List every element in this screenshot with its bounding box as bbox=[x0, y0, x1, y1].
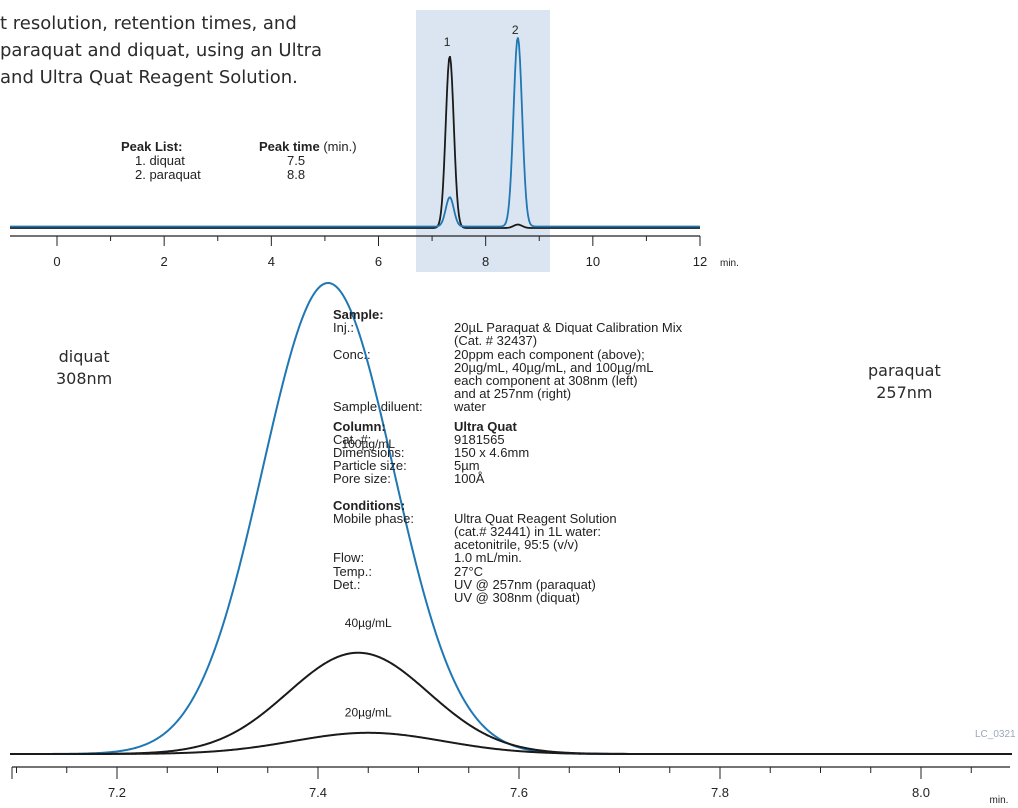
peak-annotations: 100µg/mL40µg/mL20µg/mL100µg/mL40µg/mL20µ… bbox=[341, 437, 395, 719]
peak-time-list: Peak time (min.) 7.5 8.8 bbox=[259, 140, 357, 182]
dimensions-value: 150 x 4.6mm bbox=[454, 445, 530, 461]
top-trace-line bbox=[10, 55, 700, 229]
top-axis-tick-label: 6 bbox=[375, 254, 382, 269]
bottom-axis-tick-label: 7.2 bbox=[108, 785, 126, 800]
inj-label: Inj.: bbox=[333, 320, 354, 336]
diquat-label-name: diquat bbox=[58, 347, 110, 366]
paraquat-label-wavelength: 257nm bbox=[876, 383, 933, 402]
paraquat-label-name: paraquat bbox=[868, 361, 941, 380]
cat-label: Cat. #: bbox=[333, 431, 372, 447]
concentration-label: 20µg/mL bbox=[345, 705, 392, 719]
intro-line: t resolution, retention times, and bbox=[0, 13, 297, 34]
conc-value: 20ppm each component (above); bbox=[454, 346, 645, 362]
inj-value: (Cat. # 32437) bbox=[454, 333, 538, 349]
conc-label: Conc.: bbox=[333, 346, 371, 362]
diquat-label-wavelength: 308nm bbox=[56, 369, 113, 388]
peak-list-item: 1. diquat bbox=[135, 153, 185, 168]
bottom-axis-unit: min. bbox=[990, 795, 1009, 806]
highlight-region bbox=[416, 10, 550, 272]
flow-label: Flow: bbox=[333, 550, 365, 566]
mobile-phase-label: Mobile phase: bbox=[333, 510, 414, 526]
conc-value: 20µg/mL, 40µg/mL, and 100µg/mL bbox=[454, 359, 654, 375]
bottom-axis-tick-label: 8.0 bbox=[912, 785, 930, 800]
peak-time-header: Peak time bbox=[259, 139, 320, 154]
conditions-header: Conditions: bbox=[333, 497, 406, 513]
diluent-value: water bbox=[454, 399, 486, 415]
det-value: UV @ 308nm (diquat) bbox=[454, 590, 580, 606]
particle-size-value: 5µm bbox=[454, 458, 480, 474]
peak-list-item: 2. paraquat bbox=[135, 167, 201, 182]
top-chromatogram: 12 bbox=[10, 23, 700, 229]
top-axis-tick-label: 12 bbox=[693, 254, 707, 269]
conc-value: and at 257nm (right) bbox=[454, 386, 572, 402]
bottom-axis-tick-label: 7.4 bbox=[309, 785, 327, 800]
bottom-trace-line bbox=[10, 651, 1012, 755]
paraquat-label: paraquat 257nm bbox=[868, 360, 941, 404]
top-axis-tick-label: 10 bbox=[586, 254, 600, 269]
det-label: Det.: bbox=[333, 576, 361, 592]
concentration-label: 40µg/mL bbox=[345, 616, 392, 630]
intro-line: paraquat and diquat, using an Ultra bbox=[0, 40, 323, 61]
flow-value: 1.0 mL/min. bbox=[454, 550, 522, 566]
mobile-phase-value: (cat.# 32441) in 1L water: bbox=[454, 524, 601, 540]
conc-value: each component at 308nm (left) bbox=[454, 373, 638, 389]
top-axis-tick-label: 8 bbox=[482, 254, 489, 269]
peak-number-label: 1 bbox=[444, 35, 451, 49]
peak-time-value: 7.5 bbox=[287, 153, 306, 168]
bottom-axis-tick-label: 7.8 bbox=[711, 785, 729, 800]
top-x-axis: 0 2 4 6 8 10 12 min. bbox=[10, 235, 739, 269]
particle-size-label: Particle size: bbox=[333, 458, 407, 474]
top-axis-tick-label: 2 bbox=[161, 254, 168, 269]
sample-header: Sample: bbox=[333, 307, 384, 322]
peak-number-label: 2 bbox=[512, 23, 519, 37]
diluent-label: Sample diluent: bbox=[333, 399, 423, 415]
top-axis-tick-label: 4 bbox=[268, 254, 275, 269]
peak-list-header: Peak List: bbox=[121, 139, 183, 154]
peak-time-unit: (min.) bbox=[323, 139, 357, 154]
bottom-chromatogram bbox=[10, 281, 1012, 755]
column-value: Ultra Quat bbox=[454, 418, 517, 434]
intro-line: and Ultra Quat Reagent Solution. bbox=[0, 67, 298, 88]
temp-value: 27°C bbox=[454, 563, 484, 579]
pore-size-label: Pore size: bbox=[333, 471, 391, 487]
cat-value: 9181565 bbox=[454, 431, 505, 447]
bottom-trace-line bbox=[10, 731, 1012, 755]
sample-conditions-labels: Sample: Inj.: Conc.: Sample diluent: Col… bbox=[333, 308, 423, 591]
bottom-axis-tick-label: 7.6 bbox=[510, 785, 528, 800]
column-header: Column: bbox=[333, 418, 386, 434]
peak-time-value: 8.8 bbox=[287, 167, 306, 182]
pore-size-value: 100Å bbox=[454, 471, 485, 487]
top-trace-line bbox=[10, 37, 700, 228]
det-value: UV @ 257nm (paraquat) bbox=[454, 576, 596, 592]
concentration-label: 100µg/mL bbox=[341, 437, 395, 451]
sample-conditions-values: 20µL Paraquat & Diquat Calibration Mix (… bbox=[454, 308, 682, 604]
figure-code: LC_0321 bbox=[975, 729, 1016, 740]
dimensions-label: Dimensions: bbox=[333, 445, 405, 461]
intro-text: t resolution, retention times, and paraq… bbox=[0, 10, 322, 91]
top-axis-unit: min. bbox=[720, 258, 739, 269]
peak-list: Peak List: 1. diquat 2. paraquat bbox=[121, 140, 201, 182]
top-axis-tick-label: 0 bbox=[53, 254, 60, 269]
temp-label: Temp.: bbox=[333, 563, 373, 579]
mobile-phase-value: Ultra Quat Reagent Solution bbox=[454, 510, 617, 526]
diquat-label: diquat 308nm bbox=[56, 346, 112, 390]
mobile-phase-value: acetonitrile, 95:5 (v/v) bbox=[454, 537, 579, 553]
inj-value: 20µL Paraquat & Diquat Calibration Mix bbox=[454, 320, 683, 336]
